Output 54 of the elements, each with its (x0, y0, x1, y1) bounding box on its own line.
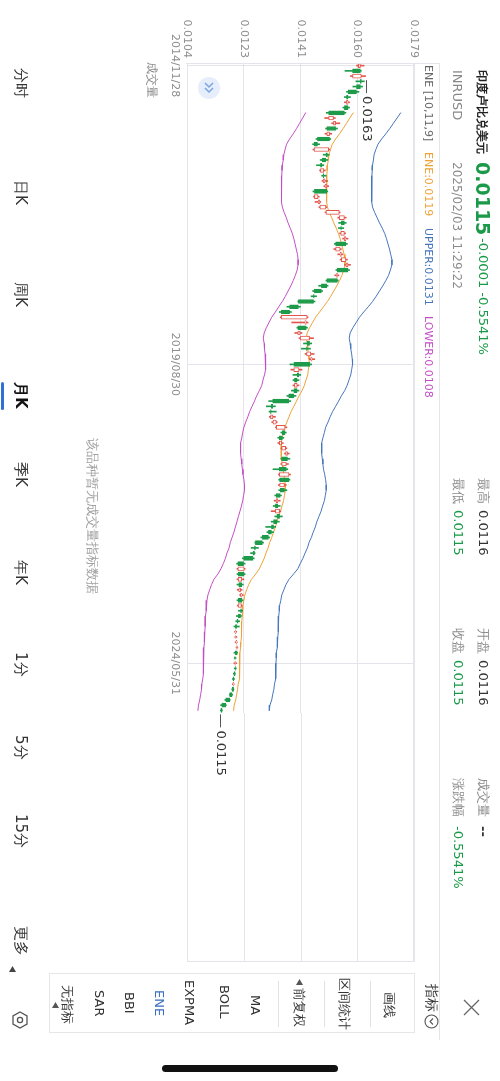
x-tick-label: 0.0104 (181, 19, 195, 58)
text: 2025/02/03 11:29:22 (449, 162, 464, 289)
text: 无指标 (59, 985, 75, 1024)
text: 收盘 (450, 628, 466, 654)
text: 周K (12, 282, 31, 307)
y-tick-label: 2019/08/30 (168, 332, 182, 397)
text: 指标 (424, 984, 441, 1012)
y-tick-label: 2024/05/31 (168, 631, 182, 695)
text: ENE:0.0119 (421, 152, 435, 217)
text: 月K (12, 382, 31, 409)
text: SAR (91, 990, 107, 1017)
text: 成交量 (144, 62, 159, 98)
text: ENE (151, 990, 167, 1017)
text: INRUSD (449, 70, 465, 121)
text: 0.0116 (475, 510, 491, 556)
text: BOLL (216, 985, 232, 1019)
text: BBI (121, 992, 137, 1014)
annotation: 0.0115 (214, 730, 230, 776)
text: 0.0116 (475, 660, 491, 706)
text: 涨跌幅 (450, 778, 466, 817)
text: MA (247, 995, 263, 1016)
text: 开盘 (475, 628, 491, 654)
text: 季K (12, 462, 31, 487)
x-tick-label: 0.0179 (408, 19, 422, 58)
text: 0.0115 (471, 162, 494, 236)
text: 成交量 (475, 778, 491, 817)
x-tick-label: 0.0160 (351, 19, 365, 58)
text: 5分 (12, 735, 31, 760)
text: 0.0115 (450, 510, 466, 556)
text: 年K (12, 560, 31, 585)
text: LOWER:0.0108 (421, 316, 435, 399)
annotation: 0.0163 (360, 96, 376, 142)
legend-title: ENE [10,11,9] (421, 65, 435, 142)
text: 更多 (12, 926, 31, 956)
text: 最低 (450, 478, 466, 504)
text: UPPER:0.0131 (421, 227, 435, 306)
text: 区间统计 (336, 978, 352, 1030)
text: 前复权 (291, 988, 307, 1027)
text: 画线 (381, 992, 397, 1018)
y-tick-label: 2014/11/28 (168, 33, 182, 98)
text: 0.0115 (450, 660, 466, 706)
text: 1分 (12, 652, 31, 677)
x-tick-label: 0.0123 (237, 19, 251, 58)
text: 最高 (475, 478, 491, 504)
text: -0.5541% (450, 826, 466, 889)
text: -0.0001 -0.5541% (475, 238, 491, 355)
text: 该品种暂无成交量指标数据 (84, 438, 100, 594)
text: EXPMA (181, 980, 197, 1026)
x-tick-label: 0.0141 (294, 19, 308, 58)
text: 日K (12, 180, 31, 205)
text: -- (475, 826, 491, 837)
text: 印度卢比兑美元 (474, 70, 489, 154)
text: 分时 (12, 68, 31, 98)
text: 15分 (12, 814, 31, 849)
